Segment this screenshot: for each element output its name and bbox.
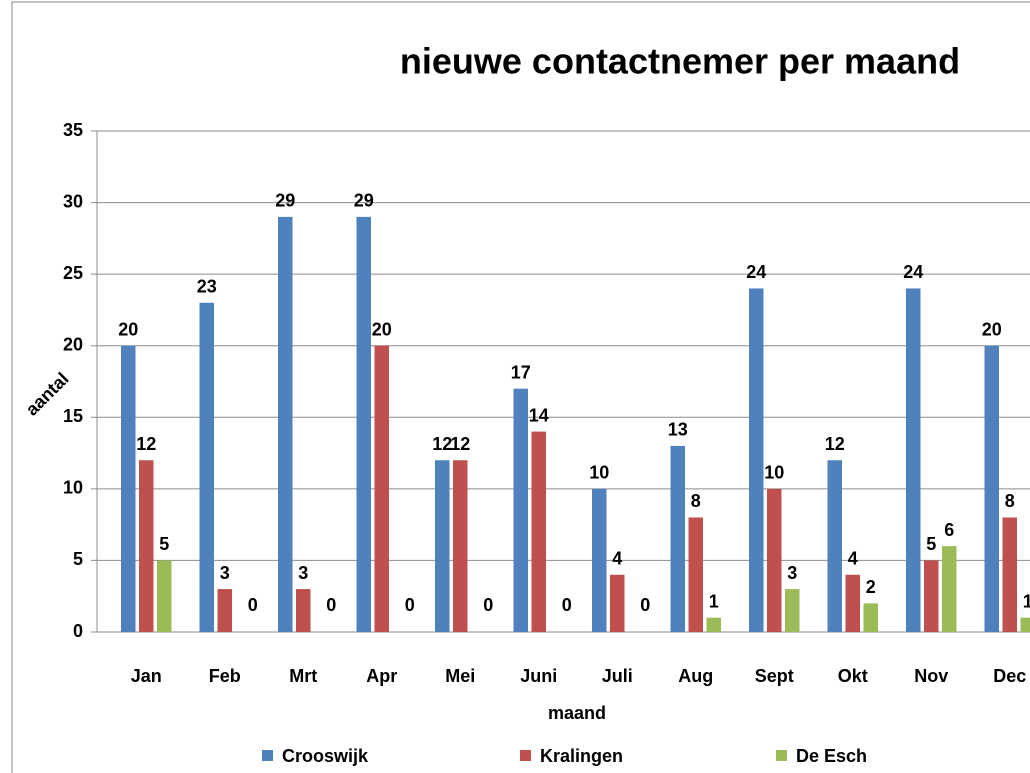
x-tick-label: Mrt xyxy=(289,666,317,686)
bar xyxy=(453,460,468,632)
data-label: 3 xyxy=(298,563,308,583)
bar xyxy=(984,345,999,632)
x-tick-label: Juli xyxy=(602,666,633,686)
bar xyxy=(199,302,214,632)
bar xyxy=(924,560,939,632)
x-tick-label: Okt xyxy=(838,666,868,686)
bar xyxy=(706,617,721,632)
bar xyxy=(1002,517,1017,632)
data-label: 12 xyxy=(450,434,470,454)
x-tick-label: Sept xyxy=(755,666,794,686)
data-label: 8 xyxy=(1005,491,1015,511)
bar xyxy=(863,603,878,632)
bar xyxy=(531,431,546,632)
bar xyxy=(942,546,957,632)
bar xyxy=(845,574,860,632)
legend-label: De Esch xyxy=(796,746,867,766)
bar xyxy=(670,445,685,632)
data-label: 12 xyxy=(136,434,156,454)
legend-label: Kralingen xyxy=(540,746,623,766)
data-label: 24 xyxy=(746,262,766,282)
y-tick-label: 15 xyxy=(63,406,83,426)
chart-border xyxy=(11,1,1030,773)
bar xyxy=(827,460,842,632)
data-label: 5 xyxy=(159,534,169,554)
bar xyxy=(906,288,921,632)
data-label: 23 xyxy=(197,277,217,297)
legend-swatch xyxy=(262,750,273,761)
bar xyxy=(374,345,389,632)
data-label: 10 xyxy=(589,463,609,483)
data-label: 0 xyxy=(640,595,650,615)
bar xyxy=(688,517,703,632)
y-tick-label: 10 xyxy=(63,478,83,498)
bar xyxy=(513,388,528,632)
bar xyxy=(157,560,172,632)
data-label: 0 xyxy=(562,595,572,615)
data-label: 6 xyxy=(944,520,954,540)
x-axis-label: maand xyxy=(548,703,606,723)
data-label: 0 xyxy=(405,595,415,615)
data-label: 10 xyxy=(764,463,784,483)
x-tick-label: Jan xyxy=(131,666,162,686)
data-label: 0 xyxy=(326,595,336,615)
data-label: 20 xyxy=(982,319,1002,339)
data-label: 29 xyxy=(354,191,374,211)
data-label: 1 xyxy=(1023,591,1030,611)
bar xyxy=(435,460,450,632)
data-label: 0 xyxy=(248,595,258,615)
x-tick-label: Dec xyxy=(993,666,1026,686)
data-label: 14 xyxy=(529,405,549,425)
legend-swatch xyxy=(776,750,787,761)
y-tick-label: 0 xyxy=(73,621,83,641)
bar xyxy=(278,216,293,632)
data-label: 2 xyxy=(866,577,876,597)
y-tick-label: 5 xyxy=(73,549,83,569)
bar xyxy=(610,574,625,632)
data-label: 3 xyxy=(220,563,230,583)
data-label: 4 xyxy=(612,548,622,568)
data-label: 20 xyxy=(118,319,138,339)
bar xyxy=(139,460,154,632)
bar xyxy=(785,589,800,632)
y-tick-label: 25 xyxy=(63,263,83,283)
x-tick-label: Aug xyxy=(678,666,713,686)
y-tick-label: 35 xyxy=(63,120,83,140)
data-label: 8 xyxy=(691,491,701,511)
bar xyxy=(296,589,311,632)
chart-title: nieuwe contactnemer per maand xyxy=(400,41,960,82)
bar xyxy=(749,288,764,632)
bar xyxy=(121,345,136,632)
data-label: 0 xyxy=(483,595,493,615)
data-label: 13 xyxy=(668,420,688,440)
bar xyxy=(767,488,782,632)
data-label: 24 xyxy=(903,262,923,282)
x-tick-label: Mei xyxy=(445,666,475,686)
data-label: 20 xyxy=(372,319,392,339)
bar xyxy=(592,488,607,632)
data-label: 3 xyxy=(787,563,797,583)
bar xyxy=(356,216,371,632)
bar xyxy=(217,589,232,632)
x-tick-label: Juni xyxy=(520,666,557,686)
data-label: 4 xyxy=(848,548,858,568)
y-tick-label: 30 xyxy=(63,191,83,211)
y-tick-label: 20 xyxy=(63,334,83,354)
x-tick-label: Apr xyxy=(366,666,397,686)
bar xyxy=(1020,617,1030,632)
data-label: 5 xyxy=(926,534,936,554)
data-label: 12 xyxy=(432,434,452,454)
x-tick-label: Nov xyxy=(914,666,948,686)
x-tick-label: Feb xyxy=(209,666,241,686)
data-label: 1 xyxy=(709,591,719,611)
data-label: 17 xyxy=(511,362,531,382)
legend-swatch xyxy=(520,750,531,761)
legend-label: Crooswijk xyxy=(282,746,369,766)
data-label: 29 xyxy=(275,191,295,211)
data-label: 12 xyxy=(825,434,845,454)
